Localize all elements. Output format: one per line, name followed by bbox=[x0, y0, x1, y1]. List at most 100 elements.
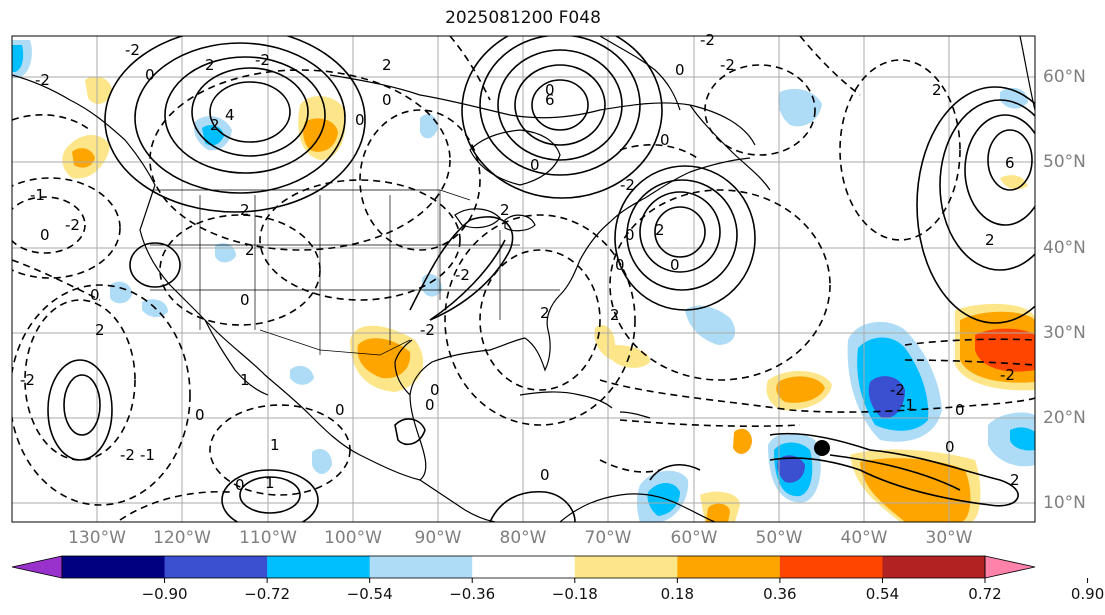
colorbar-segment bbox=[62, 556, 166, 578]
contour-label: 0 bbox=[430, 381, 440, 399]
shade-negative bbox=[312, 448, 332, 475]
colorbar-tick-label: 0.90 bbox=[1070, 585, 1105, 603]
shade-positive bbox=[706, 503, 730, 522]
contour-label: 0 bbox=[945, 438, 955, 456]
contour-label: 0 bbox=[235, 476, 245, 494]
colorbar-tick-label: −0.36 bbox=[449, 585, 496, 603]
contour-label: -2 bbox=[1000, 366, 1015, 384]
colorbar-segment bbox=[164, 556, 268, 578]
contours-dashed bbox=[12, 36, 1035, 521]
shade-positive bbox=[357, 338, 411, 379]
contour-label: 2 bbox=[540, 304, 550, 322]
contour-label: 0 bbox=[670, 256, 680, 274]
contour-label: -2 bbox=[255, 51, 270, 69]
contour-label: 1 bbox=[265, 474, 275, 492]
contour-label: 2 bbox=[655, 221, 665, 239]
contour-label: 0 bbox=[195, 406, 205, 424]
contour-label: 0 bbox=[145, 66, 155, 84]
contour-label: 2 bbox=[95, 321, 105, 339]
contour-label: 0 bbox=[625, 226, 635, 244]
colorbar-frame bbox=[61, 555, 986, 579]
contour-label: 0 bbox=[382, 91, 392, 109]
contour-label: -2 bbox=[890, 381, 905, 399]
storm-center-marker bbox=[814, 440, 830, 456]
contour-label: -2 bbox=[455, 266, 470, 284]
shade-positive bbox=[72, 148, 95, 168]
contour-label: -2 bbox=[125, 41, 140, 59]
contour-label: 6 bbox=[1005, 154, 1015, 172]
colorbar-tick-label: 0.54 bbox=[865, 585, 900, 603]
colorbar-tick-label: −0.54 bbox=[346, 585, 393, 603]
contour-label: 2 bbox=[245, 241, 255, 259]
contour-label: 0 bbox=[530, 156, 540, 174]
map-title: 2025081200 F048 bbox=[445, 8, 601, 28]
shade-negative bbox=[422, 274, 442, 297]
contour-label: -2 bbox=[120, 446, 135, 464]
contour-label: 2 bbox=[210, 116, 220, 134]
lat-label-60n: 60°N bbox=[1043, 67, 1086, 87]
lon-label-130w: 130°W bbox=[68, 528, 126, 548]
shade-positive bbox=[733, 428, 752, 454]
shade-negative bbox=[420, 114, 438, 139]
lon-label-70w: 70°W bbox=[584, 528, 632, 548]
contour-label: -2 bbox=[65, 216, 80, 234]
lon-label-40w: 40°W bbox=[840, 528, 888, 548]
contour-label: 2 bbox=[240, 201, 250, 219]
contour-label: 2 bbox=[985, 231, 995, 249]
colorbar-segment bbox=[677, 556, 781, 578]
contour-label: 2 bbox=[205, 56, 215, 74]
contour-label: 0 bbox=[90, 286, 100, 304]
colorbar bbox=[11, 555, 1089, 583]
contour-label: 0 bbox=[955, 401, 965, 419]
shade-negative bbox=[778, 88, 822, 127]
colorbar-segment bbox=[472, 556, 576, 578]
contour-label: 0 bbox=[335, 401, 345, 419]
lat-label-50n: 50°N bbox=[1043, 152, 1086, 172]
contour-label: -1 bbox=[900, 396, 915, 414]
contour-label: 2 bbox=[1010, 471, 1020, 489]
contour-label: -2 bbox=[720, 56, 735, 74]
colorbar-extend-max bbox=[984, 555, 1036, 579]
colorbar-segment bbox=[882, 556, 986, 578]
lat-label-40n: 40°N bbox=[1043, 238, 1086, 258]
colorbar-tick-label: 0.72 bbox=[968, 585, 1002, 603]
colorbar-tick-label: −0.18 bbox=[551, 585, 598, 603]
contour-label: 0 bbox=[355, 111, 365, 129]
shade-negative bbox=[290, 365, 314, 385]
contour-label: 0 bbox=[40, 226, 50, 244]
shade-negative bbox=[685, 305, 736, 345]
shade-negative bbox=[110, 281, 132, 304]
contour-label: 0 bbox=[240, 291, 250, 309]
contour-label: -1 bbox=[30, 186, 45, 204]
contour-label: 4 bbox=[225, 106, 235, 124]
colorbar-segment bbox=[267, 556, 371, 578]
contour-label: 2 bbox=[610, 306, 620, 324]
lat-label-30n: 30°N bbox=[1043, 323, 1086, 343]
lon-label-60w: 60°W bbox=[670, 528, 718, 548]
colorbar-tick-label: 0.36 bbox=[763, 585, 797, 603]
contour-label: 6 bbox=[545, 91, 555, 109]
lat-label-10n: 10°N bbox=[1043, 493, 1086, 513]
shade-negative bbox=[647, 483, 680, 516]
shade-positive bbox=[594, 325, 650, 368]
contour-label: -2 bbox=[20, 371, 35, 389]
lat-label-20n: 20°N bbox=[1043, 408, 1086, 428]
contours-solid bbox=[47, 36, 1035, 522]
lon-label-90w: 90°W bbox=[414, 528, 462, 548]
colorbar-tick-label: −0.90 bbox=[141, 585, 188, 603]
borders bbox=[150, 189, 560, 356]
lon-label-30w: 30°W bbox=[925, 528, 973, 548]
contour-label: 0 bbox=[675, 61, 685, 79]
contour-label: 0 bbox=[540, 466, 550, 484]
shade-negative bbox=[777, 455, 805, 483]
contour-label: 1 bbox=[270, 436, 280, 454]
contour-label: -1 bbox=[140, 446, 155, 464]
contour-label: 0 bbox=[660, 131, 670, 149]
colorbar-segment bbox=[574, 556, 678, 578]
colorbar-tick-label: 0.18 bbox=[660, 585, 695, 603]
shade-negative bbox=[868, 376, 905, 419]
shade-positive bbox=[85, 76, 112, 104]
shade-positive bbox=[776, 376, 825, 403]
shade-negative bbox=[12, 45, 24, 72]
